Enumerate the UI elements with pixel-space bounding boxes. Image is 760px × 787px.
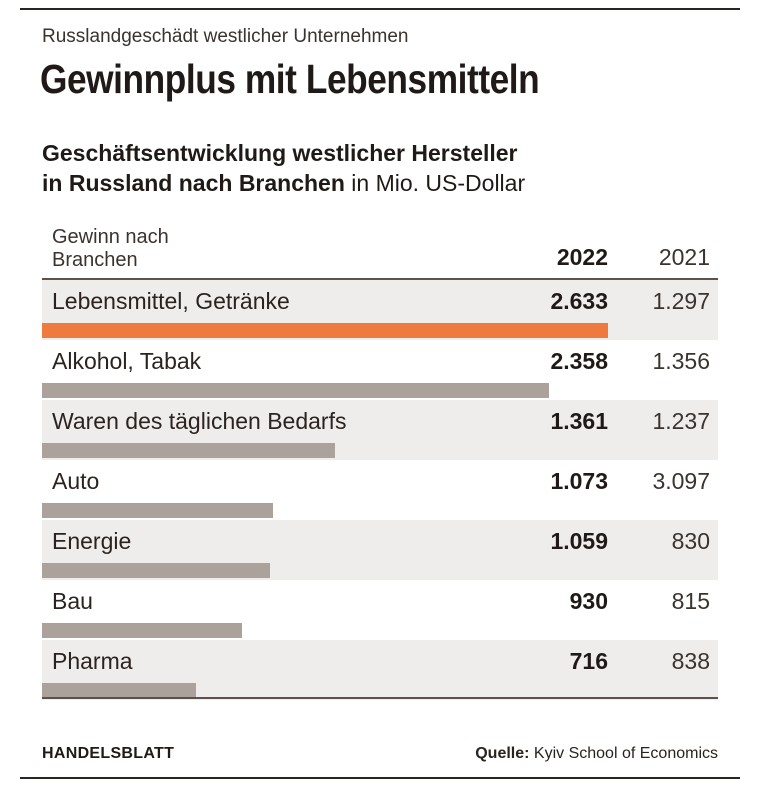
- category-label: Bau: [52, 588, 93, 614]
- source-text: Kyiv School of Economics: [529, 745, 718, 762]
- value-2022-label: 1.059: [550, 528, 608, 554]
- value-2021-label: 830: [671, 528, 710, 554]
- bar-2022: [42, 623, 242, 638]
- value-2022-label: 1.073: [550, 468, 608, 494]
- category-label: Alkohol, Tabak: [52, 348, 202, 374]
- table-row: Alkohol, Tabak 2.358 1.356: [42, 340, 718, 400]
- source-note: Quelle: Kyiv School of Economics: [475, 745, 718, 763]
- subtitle-bold-line1: Geschäftsentwicklung westlicher Herstell…: [42, 140, 518, 166]
- kicker: Russlandgeschädt westlicher Unternehmen: [42, 26, 409, 47]
- value-2022-label: 716: [569, 648, 608, 674]
- top-rule: [20, 8, 740, 10]
- value-2021-label: 1.356: [652, 348, 710, 374]
- value-2021-label: 838: [671, 648, 710, 674]
- year-2021-header: 2021: [658, 244, 710, 270]
- subtitle-bold-line2: in Russland nach Branchen: [42, 170, 345, 196]
- bottom-rule: [20, 777, 740, 779]
- bar-2022: [42, 323, 608, 338]
- table-row: Pharma 716 838: [42, 640, 718, 700]
- category-label: Energie: [52, 528, 132, 554]
- category-label: Auto: [52, 468, 100, 494]
- data-table: Lebensmittel, Getränke 2.633 1.297 Alkohol,…: [42, 280, 718, 700]
- source-label: Quelle:: [475, 745, 530, 762]
- year-2022-header: 2022: [556, 244, 608, 270]
- table-row: Auto 1.073 3.097: [42, 460, 718, 520]
- value-2021-label: 1.297: [652, 288, 710, 314]
- category-label: Pharma: [52, 648, 133, 674]
- category-label: Lebensmittel, Getränke: [52, 288, 290, 314]
- table-bottom-rule: [42, 697, 718, 699]
- table-row: Lebensmittel, Getränke 2.633 1.297: [42, 280, 718, 340]
- value-2021-label: 3.097: [652, 468, 710, 494]
- headline: Gewinnplus mit Lebensmitteln: [40, 56, 540, 102]
- bar-2022: [42, 383, 549, 398]
- category-header-line1: Gewinn nach: [52, 226, 169, 248]
- subtitle: Geschäftsentwicklung westlicher Herstell…: [42, 138, 525, 198]
- bar-2022: [42, 503, 273, 518]
- subtitle-unit: in Mio. US-Dollar: [344, 170, 526, 196]
- table-row: Waren des täglichen Bedarfs 1.361 1.237: [42, 400, 718, 460]
- bar-2022: [42, 563, 270, 578]
- category-header-line2: Branchen: [52, 249, 138, 271]
- bar-2022: [42, 683, 196, 698]
- category-column-header: Gewinn nach Branchen: [52, 226, 169, 272]
- table-row: Energie 1.059 830: [42, 520, 718, 580]
- value-2022-label: 2.358: [550, 348, 608, 374]
- value-2022-label: 2.633: [550, 288, 608, 314]
- value-2021-label: 1.237: [652, 408, 710, 434]
- header-rule: [42, 278, 718, 280]
- value-2021-label: 815: [671, 588, 710, 614]
- category-label: Waren des täglichen Bedarfs: [52, 408, 347, 434]
- value-2022-label: 930: [569, 588, 608, 614]
- value-2022-label: 1.361: [550, 408, 608, 434]
- bar-2022: [42, 443, 335, 458]
- table-row: Bau 930 815: [42, 580, 718, 640]
- brand-logo: HANDELSBLATT: [42, 745, 175, 762]
